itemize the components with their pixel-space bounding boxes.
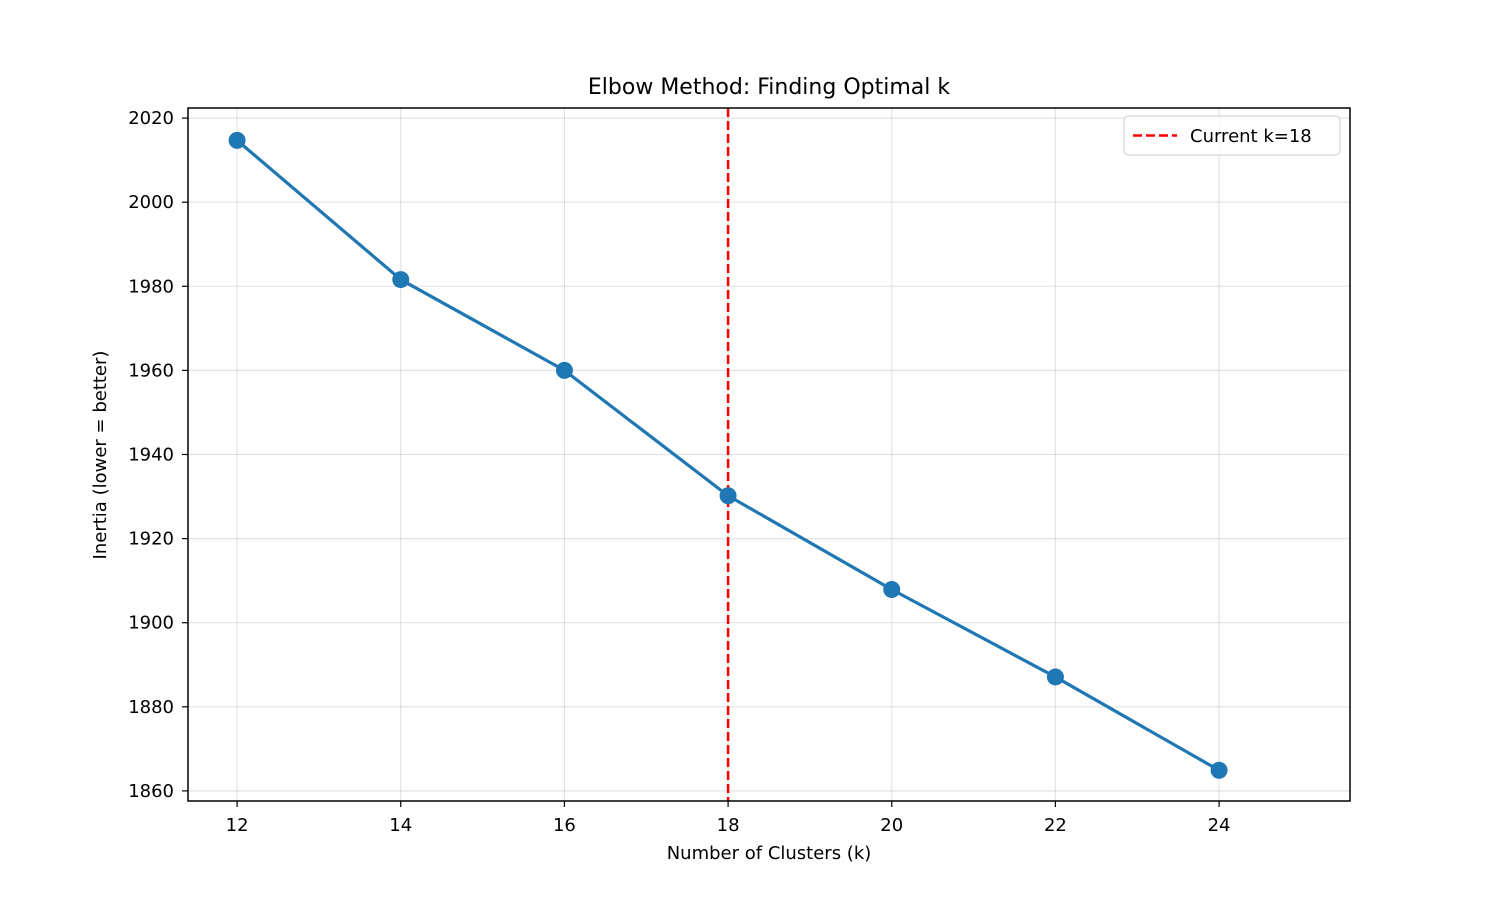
x-tick-label: 22 (1044, 815, 1067, 836)
chart-title: Elbow Method: Finding Optimal k (588, 75, 950, 100)
y-tick-label: 1860 (128, 781, 174, 802)
legend-box (1123, 115, 1341, 156)
data-point (1210, 761, 1228, 779)
y-tick-label: 1880 (128, 697, 174, 718)
x-tick-label: 24 (1208, 815, 1231, 836)
legend: Current k=18 (1123, 115, 1341, 156)
legend-entry-current-k: Current k=18 (1190, 126, 1312, 147)
x-tick-label: 16 (553, 815, 576, 836)
y-tick-label: 2020 (128, 108, 174, 129)
x-tick-label: 12 (226, 815, 249, 836)
y-tick-label: 1980 (128, 276, 174, 297)
data-point (1046, 668, 1064, 686)
x-tick-label: 18 (717, 815, 740, 836)
data-point (392, 271, 410, 289)
x-tick-label: 20 (880, 815, 903, 836)
grid (188, 108, 1350, 801)
x-axis-label: Number of Clusters (k) (667, 843, 872, 864)
x-axis-ticks: 12 14 16 18 20 22 24 (226, 801, 1231, 836)
data-point (228, 131, 246, 149)
y-axis-label: Inertia (lower = better) (90, 351, 111, 560)
y-tick-label: 2000 (128, 192, 174, 213)
y-axis-ticks: 1860 1880 1900 1920 1940 1960 1980 2000 2020 (128, 108, 188, 802)
data-point (719, 487, 737, 505)
y-tick-label: 1960 (128, 360, 174, 381)
series-layer (228, 131, 1228, 779)
y-tick-label: 1920 (128, 529, 174, 550)
x-tick-label: 14 (389, 815, 412, 836)
data-point (883, 580, 901, 598)
data-point (555, 361, 573, 379)
y-tick-label: 1940 (128, 445, 174, 466)
y-tick-label: 1900 (128, 613, 174, 634)
